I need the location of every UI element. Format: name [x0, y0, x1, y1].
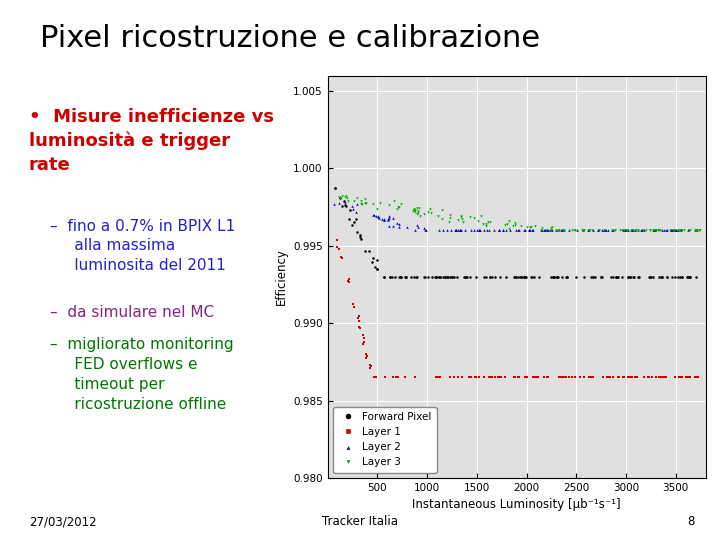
- Layer 2: [341, 199, 349, 205]
- Layer 2: [495, 227, 503, 234]
- Layer 1: [466, 374, 474, 381]
- Text: 27/03/2012: 27/03/2012: [29, 515, 96, 528]
- Layer 2: [379, 217, 388, 223]
- Text: •  Misure inefficienze vs
luminosità e trigger
rate: • Misure inefficienze vs luminosità e tr…: [29, 108, 274, 174]
- Layer 1: [693, 374, 702, 381]
- X-axis label: Instantaneous Luminosity [μb⁻¹s⁻¹]: Instantaneous Luminosity [μb⁻¹s⁻¹]: [413, 498, 621, 511]
- Layer 1: [488, 374, 497, 381]
- Layer 3: [369, 201, 377, 207]
- Layer 3: [410, 206, 418, 212]
- Forward Pixel: [629, 273, 638, 280]
- Layer 3: [356, 201, 365, 208]
- Layer 2: [395, 224, 404, 230]
- Text: –  migliorato monitoring
     FED overflows e
     timeout per
     ricostruzion: – migliorato monitoring FED overflows e …: [50, 338, 234, 412]
- Text: –  fino a 0.7% in BPIX L1
     alla massima
     luminosita del 2011: – fino a 0.7% in BPIX L1 alla massima lu…: [50, 219, 235, 273]
- Text: –  da simulare nel MC: – da simulare nel MC: [50, 305, 215, 320]
- Y-axis label: Efficiency: Efficiency: [274, 248, 287, 305]
- Line: Layer 2: Layer 2: [333, 201, 698, 232]
- Layer 3: [342, 193, 351, 199]
- Layer 3: [696, 227, 704, 234]
- Forward Pixel: [513, 273, 522, 280]
- Forward Pixel: [439, 273, 448, 280]
- Legend: Forward Pixel, Layer 1, Layer 2, Layer 3: Forward Pixel, Layer 1, Layer 2, Layer 3: [333, 407, 436, 472]
- Layer 3: [486, 218, 495, 225]
- Layer 2: [372, 213, 380, 219]
- Line: Layer 3: Layer 3: [338, 195, 701, 232]
- Layer 2: [693, 227, 701, 234]
- Layer 1: [369, 374, 378, 381]
- Forward Pixel: [330, 184, 339, 191]
- Line: Layer 1: Layer 1: [336, 238, 699, 379]
- Layer 1: [543, 374, 552, 381]
- Forward Pixel: [521, 273, 529, 280]
- Layer 2: [524, 227, 533, 234]
- Forward Pixel: [450, 273, 459, 280]
- Layer 1: [332, 237, 341, 243]
- Layer 2: [411, 227, 420, 234]
- Layer 1: [333, 237, 341, 243]
- Layer 2: [330, 200, 338, 207]
- Forward Pixel: [587, 273, 595, 280]
- Forward Pixel: [691, 273, 700, 280]
- Forward Pixel: [330, 185, 339, 192]
- Layer 1: [655, 374, 664, 381]
- Forward Pixel: [380, 273, 389, 280]
- Layer 3: [343, 198, 352, 204]
- Layer 3: [541, 227, 550, 234]
- Text: Tracker Italia: Tracker Italia: [322, 515, 398, 528]
- Layer 3: [335, 193, 343, 200]
- Layer 3: [527, 224, 536, 230]
- Layer 2: [353, 201, 361, 207]
- Text: 8: 8: [688, 515, 695, 528]
- Layer 1: [605, 374, 613, 381]
- Line: Forward Pixel: Forward Pixel: [333, 186, 697, 278]
- Layer 1: [559, 374, 567, 381]
- Text: Pixel ricostruzione e calibrazione: Pixel ricostruzione e calibrazione: [40, 24, 540, 53]
